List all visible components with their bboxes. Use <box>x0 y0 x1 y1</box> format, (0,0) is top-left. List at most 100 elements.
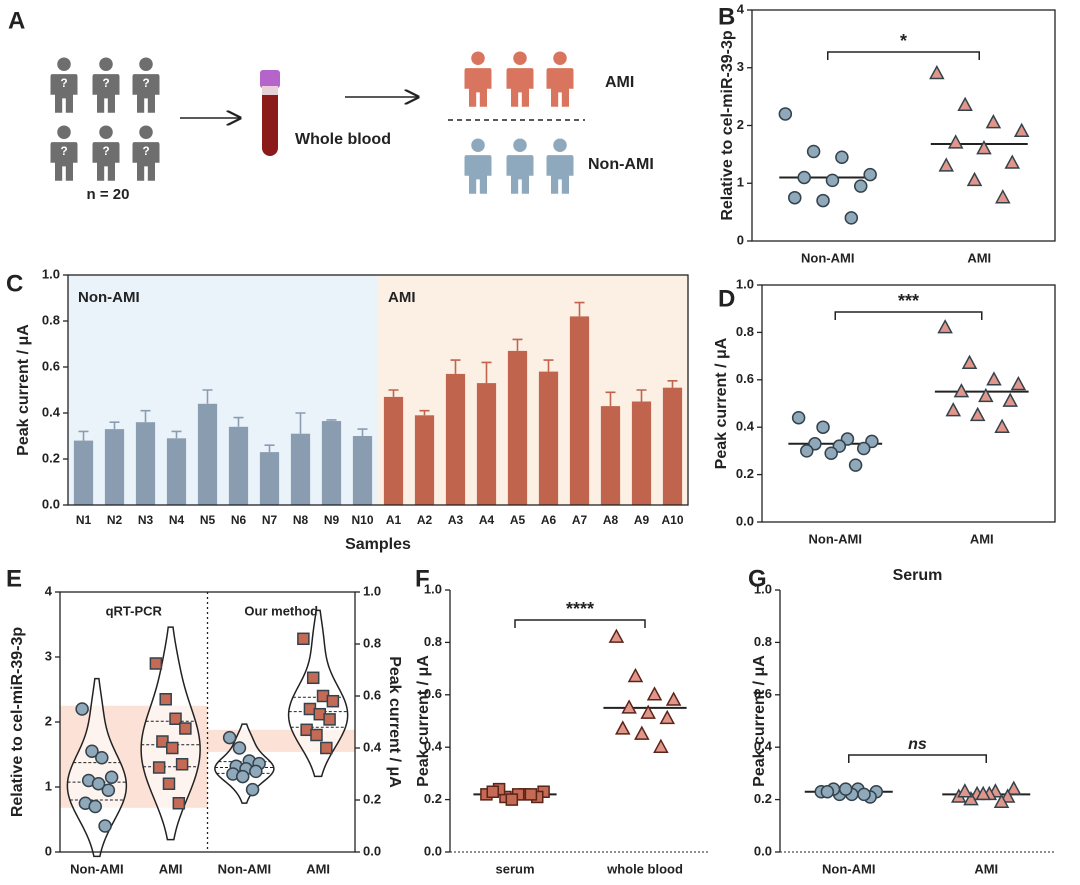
bar <box>569 316 590 505</box>
data-point <box>863 167 877 182</box>
data-point <box>835 150 849 165</box>
y-axis-label: Relative to cel-miR-39-3p <box>719 30 736 221</box>
error-bar <box>357 428 368 436</box>
data-point <box>848 458 863 472</box>
data-point <box>1002 392 1018 407</box>
bar <box>631 401 652 505</box>
data-point <box>310 728 323 742</box>
data-point <box>1013 122 1030 138</box>
y-tick-label: 0.0 <box>424 843 442 858</box>
data-point <box>806 144 821 159</box>
person-head <box>99 57 113 71</box>
group-label: AMI <box>388 289 416 306</box>
bar <box>383 396 404 505</box>
data-point <box>1005 780 1022 795</box>
y-axis-label: Peak current / μA <box>15 324 32 456</box>
bar <box>507 350 528 505</box>
x-tick-label: A10 <box>661 513 683 527</box>
tube <box>262 86 278 156</box>
y-tick-label: 0 <box>737 232 744 247</box>
error-bar <box>605 391 616 407</box>
error-bar <box>202 389 213 404</box>
data-point <box>824 446 838 461</box>
chart-title: Serum <box>893 567 943 584</box>
person-head <box>139 57 153 71</box>
y-tick-label: 0.6 <box>424 686 442 701</box>
significance-label: ns <box>908 736 927 753</box>
person-head <box>99 125 113 139</box>
data-point <box>788 190 802 205</box>
x-tick-label: AMI <box>974 861 998 876</box>
data-point <box>929 64 945 80</box>
y-tick-label: 0.4 <box>736 419 755 434</box>
data-point <box>963 791 979 806</box>
y-tick-label: 0.6 <box>42 358 60 373</box>
person-body <box>546 68 574 107</box>
x-tick-label: A4 <box>479 513 495 527</box>
unknown-mark: ? <box>142 77 149 90</box>
bar <box>538 371 559 505</box>
data-point <box>820 784 835 799</box>
error-bar <box>233 416 244 427</box>
significance-bracket <box>827 51 980 60</box>
data-point <box>614 720 631 735</box>
y-tick-label: 0.0 <box>736 513 754 528</box>
y-tick-label: 1.0 <box>736 276 754 291</box>
y-tick-label: 0.6 <box>754 686 772 701</box>
person-body <box>92 142 120 181</box>
error-bar <box>295 412 306 434</box>
data-point <box>75 702 89 716</box>
data-point <box>986 371 1002 386</box>
axes-frame <box>761 284 1056 523</box>
x-axis-label: Samples <box>345 536 411 553</box>
y-tick-label: 4 <box>737 1 745 16</box>
axes-frame <box>59 591 356 853</box>
data-point <box>98 819 112 833</box>
person-body <box>464 68 492 107</box>
data-point <box>152 761 166 774</box>
data-point <box>957 783 973 798</box>
error-bar <box>636 389 647 402</box>
x-tick-label: AMI <box>159 861 183 876</box>
y-axis-label: Peak current / μA <box>415 655 432 787</box>
violin <box>66 677 128 858</box>
person-body <box>506 155 534 194</box>
data-point <box>166 741 179 755</box>
person-head <box>57 125 71 139</box>
y-tick-label: 3 <box>737 59 744 74</box>
y-tick-label: 0.4 <box>424 739 443 754</box>
data-point <box>975 785 991 801</box>
error-bar <box>574 301 585 317</box>
data-point <box>486 785 500 798</box>
y-tick-label: 0.8 <box>42 312 60 327</box>
x-tick-label: Non-AMI <box>822 861 875 876</box>
panel-label: G <box>748 565 767 592</box>
data-point <box>524 788 538 801</box>
significance-bracket <box>514 619 646 628</box>
person-body <box>132 74 160 113</box>
data-point <box>245 782 260 797</box>
x-tick-label: A8 <box>603 513 619 527</box>
bar <box>197 403 218 505</box>
data-point <box>816 193 830 208</box>
person-body <box>464 155 492 194</box>
data-point <box>993 793 1010 808</box>
error-bar <box>326 419 337 422</box>
y-tick-label: 1.0 <box>754 581 772 596</box>
data-point <box>634 725 650 740</box>
bar <box>135 422 156 505</box>
data-point <box>1004 154 1020 169</box>
bar <box>414 415 435 505</box>
data-point <box>175 758 189 771</box>
data-point <box>306 671 320 685</box>
y-tick-label: 4 <box>45 583 53 598</box>
data-point <box>297 632 310 646</box>
axes-frame <box>67 274 689 506</box>
x-tick-label: A1 <box>386 513 402 527</box>
person-head <box>139 125 153 139</box>
axes-frame <box>751 9 1056 242</box>
y-tick-label: 0.8 <box>754 634 772 649</box>
data-point <box>88 799 102 814</box>
data-point <box>957 96 973 112</box>
